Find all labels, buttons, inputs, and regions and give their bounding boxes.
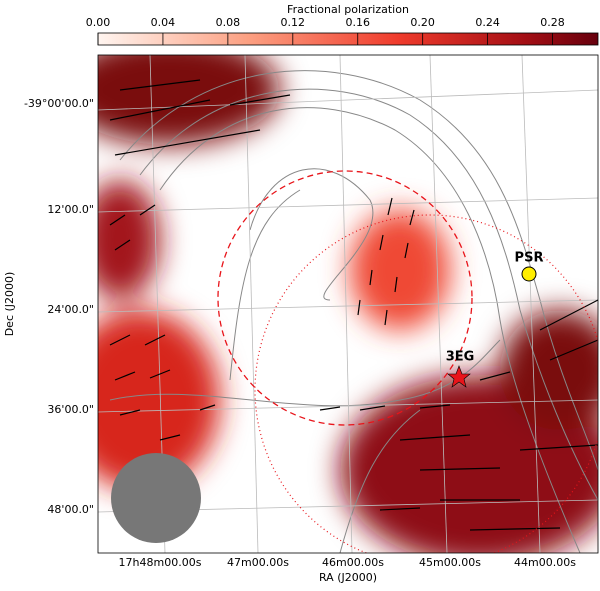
error-circle-dotted [254,214,598,553]
y-tick-label: 24'00.0" [47,303,94,316]
x-tick-label: 45m00.00s [419,556,481,569]
y-tick-label: 36'00.0" [47,403,94,416]
plot-frame [97,54,599,554]
y-axis-label: Dec (J2000) [3,272,16,337]
beam [111,453,201,543]
polarization-vectors [109,79,598,531]
x-tick-label: 17h48m00.00s [119,556,202,569]
x-axis-label: RA (J2000) [319,571,377,584]
colorbar-tick-label: 0.28 [540,16,565,29]
annotation: PSR [515,251,544,266]
colorbar-tick-label: 0.20 [410,16,435,29]
colorbar-tick-label: 0.24 [475,16,500,29]
colorbar-tick-label: 0.00 [86,16,111,29]
coordinate-grid [98,55,598,553]
error-circle-dashed [217,170,473,426]
colorbar-tick-label: 0.16 [345,16,370,29]
colorbar-tick-label: 0.04 [151,16,176,29]
colorbar [97,32,599,46]
colorbar-tick-label: 0.12 [281,16,306,29]
contours [109,70,598,553]
y-tick-label: 48'00.0" [47,503,94,516]
y-tick-label: -39°00'00.0" [24,97,94,110]
x-tick-label: 47m00.00s [227,556,289,569]
sky-image [98,55,598,553]
colorbar-title: Fractional polarization [287,3,409,16]
x-tick-label: 46m00.00s [322,556,384,569]
y-tick-label: 12'00.0" [47,203,94,216]
x-tick-label: 44m00.00s [514,556,576,569]
colorbar-tick-label: 0.08 [216,16,241,29]
3eg-marker [447,365,471,388]
annotation: 3EG [446,350,475,365]
psr-marker [521,266,537,282]
